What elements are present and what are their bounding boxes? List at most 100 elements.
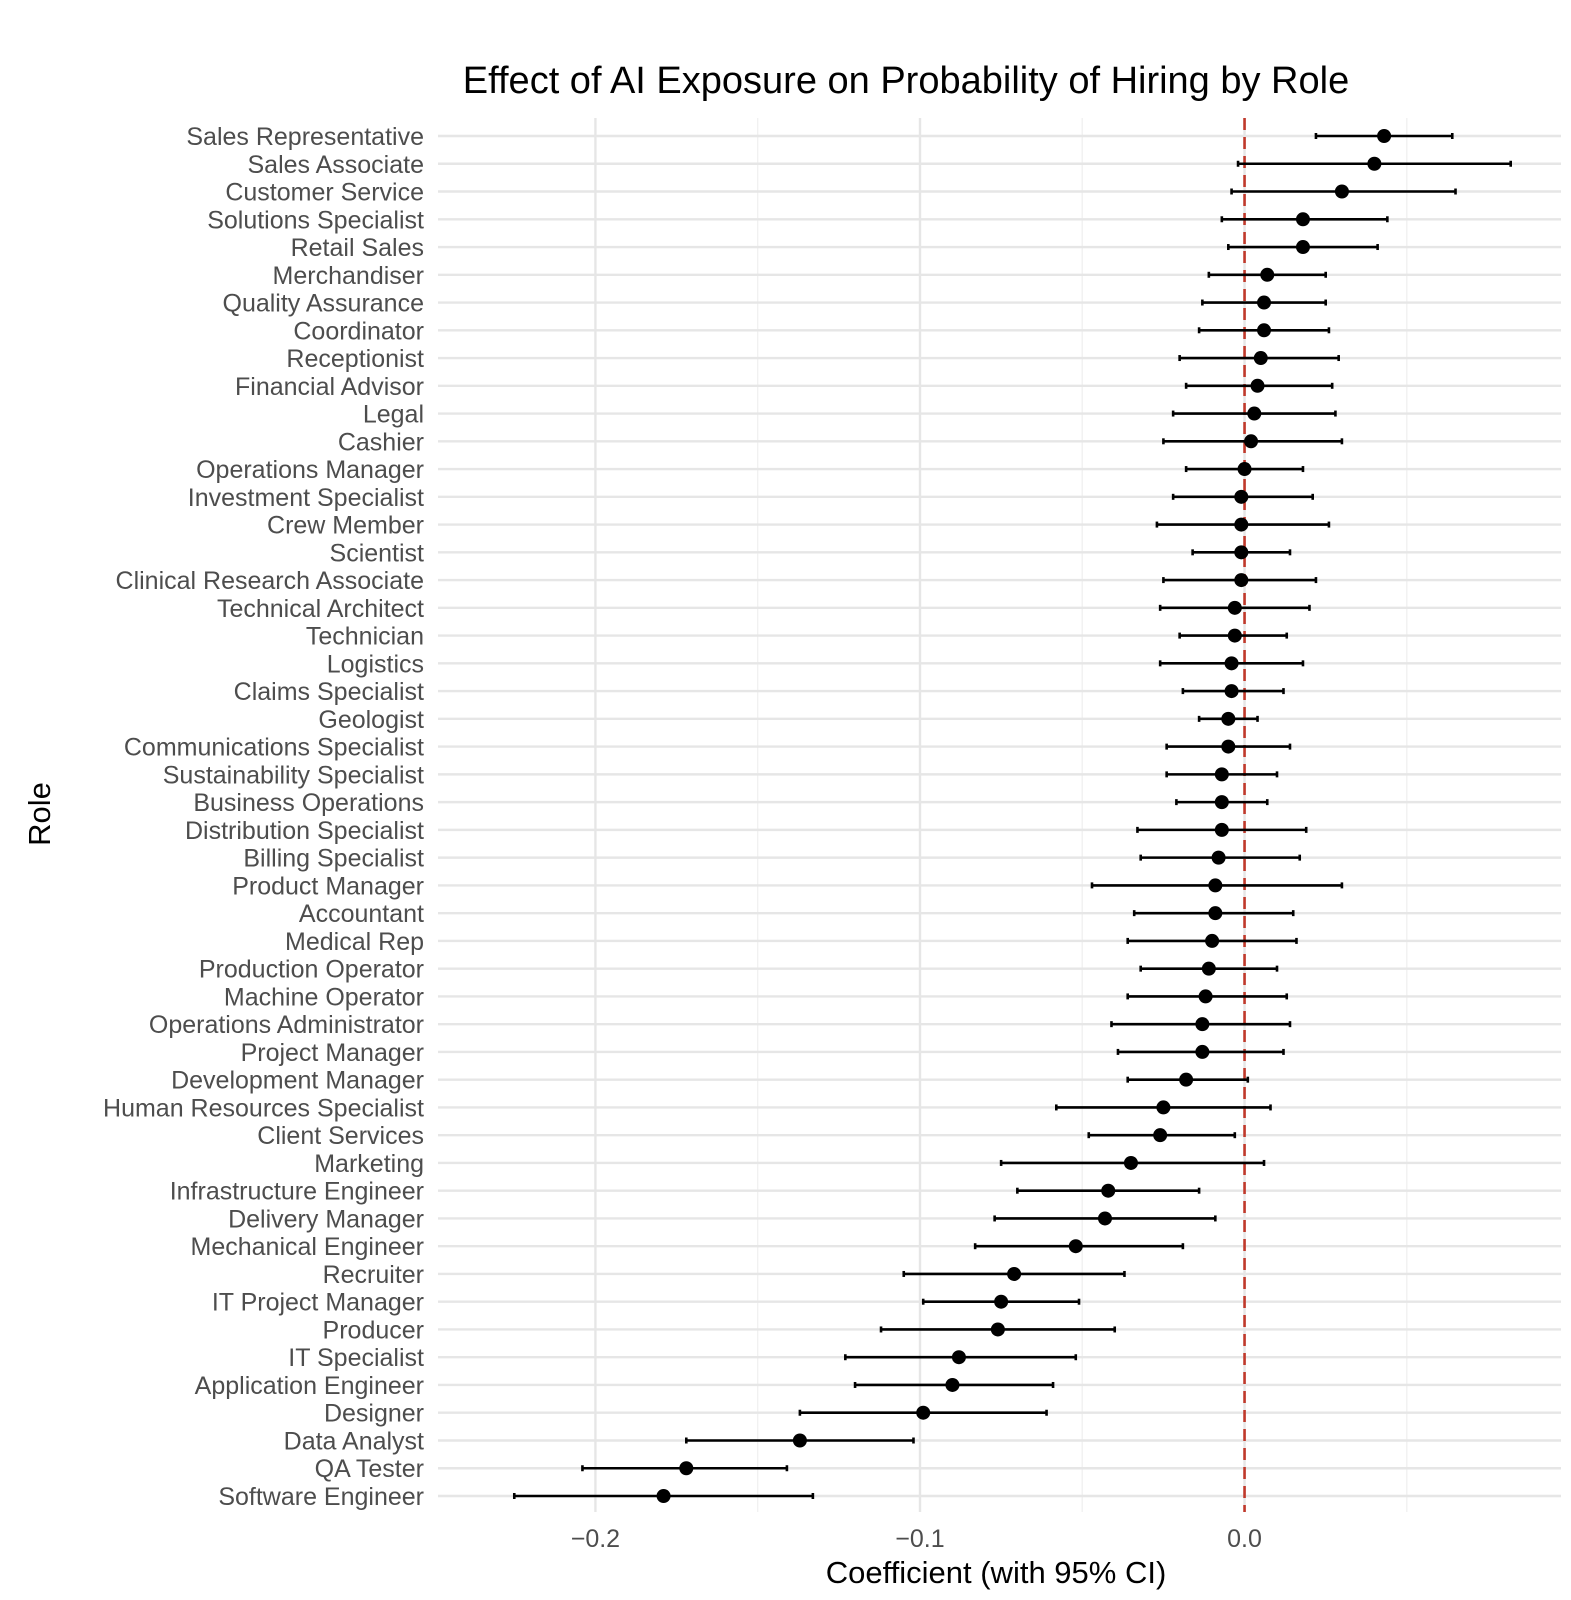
estimate-point bbox=[1201, 961, 1216, 976]
x-axis-title: Coefficient (with 95% CI) bbox=[826, 1555, 1167, 1590]
y-tick-label: Billing Specialist bbox=[243, 845, 424, 873]
estimate-point bbox=[990, 1322, 1005, 1337]
y-tick-label: QA Tester bbox=[315, 1455, 424, 1483]
estimate-point bbox=[1097, 1211, 1112, 1226]
estimate-point bbox=[1334, 184, 1349, 199]
estimate-point bbox=[1205, 933, 1220, 948]
estimate-point bbox=[1237, 462, 1252, 477]
y-tick-label: Scientist bbox=[330, 539, 425, 567]
estimate-point bbox=[1208, 906, 1223, 921]
estimate-point bbox=[1221, 711, 1236, 726]
marks-layer bbox=[512, 129, 1512, 1503]
estimate-point bbox=[1257, 323, 1272, 338]
x-tick-label: 0.0 bbox=[1227, 1525, 1262, 1553]
estimate-point bbox=[656, 1489, 671, 1503]
estimate-point bbox=[1123, 1155, 1138, 1170]
estimate-point bbox=[1221, 739, 1236, 754]
y-tick-label: IT Project Manager bbox=[212, 1289, 424, 1317]
estimate-point bbox=[1295, 212, 1310, 227]
estimate-point bbox=[1224, 656, 1239, 671]
y-tick-label: Geologist bbox=[318, 706, 424, 734]
estimate-point bbox=[1214, 795, 1229, 810]
estimate-point bbox=[1208, 878, 1223, 893]
y-tick-label: Human Resources Specialist bbox=[103, 1094, 424, 1122]
x-tick-label: −0.2 bbox=[571, 1525, 620, 1553]
y-tick-label: Machine Operator bbox=[224, 983, 424, 1011]
estimate-point bbox=[679, 1461, 694, 1476]
y-tick-label: Technician bbox=[306, 623, 424, 651]
estimate-point bbox=[1253, 351, 1268, 366]
estimate-point bbox=[1377, 129, 1392, 143]
y-tick-label: Sustainability Specialist bbox=[163, 761, 424, 789]
estimate-point bbox=[1234, 489, 1249, 504]
y-tick-label: IT Specialist bbox=[288, 1344, 424, 1372]
estimate-point bbox=[1214, 767, 1229, 782]
y-tick-label: Communications Specialist bbox=[124, 734, 424, 762]
estimate-point bbox=[1260, 267, 1275, 282]
y-tick-label: Data Analyst bbox=[284, 1427, 424, 1455]
estimate-point bbox=[1007, 1266, 1022, 1281]
y-tick-label: Sales Associate bbox=[248, 151, 425, 179]
estimate-point bbox=[1211, 850, 1226, 865]
estimate-point bbox=[1227, 600, 1242, 615]
y-tick-label: Producer bbox=[323, 1316, 424, 1344]
y-tick-label: Sales Representative bbox=[186, 123, 424, 151]
y-tick-label: Accountant bbox=[299, 900, 424, 928]
estimate-point bbox=[1234, 517, 1249, 532]
estimate-point bbox=[1101, 1183, 1116, 1198]
y-tick-label: Financial Advisor bbox=[235, 373, 424, 401]
estimate-point bbox=[1295, 240, 1310, 255]
y-axis-title: Role bbox=[22, 782, 57, 846]
y-tick-label: Medical Rep bbox=[285, 928, 424, 956]
y-tick-label: Business Operations bbox=[193, 789, 424, 817]
estimate-point bbox=[1195, 1017, 1210, 1032]
estimate-point bbox=[1367, 156, 1382, 171]
y-tick-label: Logistics bbox=[327, 650, 424, 678]
estimate-point bbox=[1244, 434, 1259, 449]
y-tick-label: Recruiter bbox=[323, 1261, 424, 1289]
y-tick-label: Cashier bbox=[338, 428, 424, 456]
y-tick-label: Designer bbox=[324, 1400, 424, 1428]
y-tick-label: Investment Specialist bbox=[188, 484, 424, 512]
estimate-point bbox=[1234, 573, 1249, 588]
y-tick-label: Crew Member bbox=[267, 512, 424, 540]
y-tick-label: Infrastructure Engineer bbox=[170, 1178, 424, 1206]
y-tick-label: Software Engineer bbox=[218, 1483, 424, 1511]
estimate-point bbox=[1227, 628, 1242, 643]
estimate-point bbox=[1198, 989, 1213, 1004]
estimate-point bbox=[951, 1350, 966, 1365]
estimate-point bbox=[792, 1433, 807, 1448]
y-tick-label: Quality Assurance bbox=[223, 290, 425, 318]
x-tick-labels: −0.2 −0.1 0.0 bbox=[571, 1525, 1262, 1553]
y-tick-label: Development Manager bbox=[171, 1067, 424, 1095]
y-tick-label: Application Engineer bbox=[195, 1372, 424, 1400]
estimate-point bbox=[1214, 822, 1229, 837]
estimate-point bbox=[1250, 378, 1265, 393]
y-tick-label: Technical Architect bbox=[217, 595, 424, 623]
estimate-point bbox=[1068, 1239, 1083, 1254]
estimate-point bbox=[1224, 684, 1239, 699]
y-tick-label: Project Manager bbox=[241, 1039, 424, 1067]
chart-title: Effect of AI Exposure on Probability of … bbox=[463, 60, 1349, 102]
y-tick-label: Mechanical Engineer bbox=[191, 1233, 424, 1261]
y-tick-label: Solutions Specialist bbox=[207, 206, 424, 234]
y-tick-label: Merchandiser bbox=[273, 262, 424, 290]
estimate-point bbox=[1247, 406, 1262, 421]
estimate-point bbox=[1257, 295, 1272, 310]
estimate-point bbox=[994, 1294, 1009, 1309]
estimate-point bbox=[1234, 545, 1249, 560]
estimate-point bbox=[1156, 1100, 1171, 1115]
y-tick-label: Legal bbox=[363, 401, 424, 429]
y-tick-label: Retail Sales bbox=[291, 234, 424, 262]
y-tick-label: Client Services bbox=[257, 1122, 424, 1150]
y-tick-label: Product Manager bbox=[232, 872, 424, 900]
y-tick-label: Distribution Specialist bbox=[185, 817, 424, 845]
estimate-point bbox=[1195, 1044, 1210, 1059]
y-tick-label: Receptionist bbox=[286, 345, 424, 373]
estimate-point bbox=[916, 1405, 931, 1420]
y-tick-label: Clinical Research Associate bbox=[116, 567, 424, 595]
y-tick-label: Operations Administrator bbox=[149, 1011, 424, 1039]
